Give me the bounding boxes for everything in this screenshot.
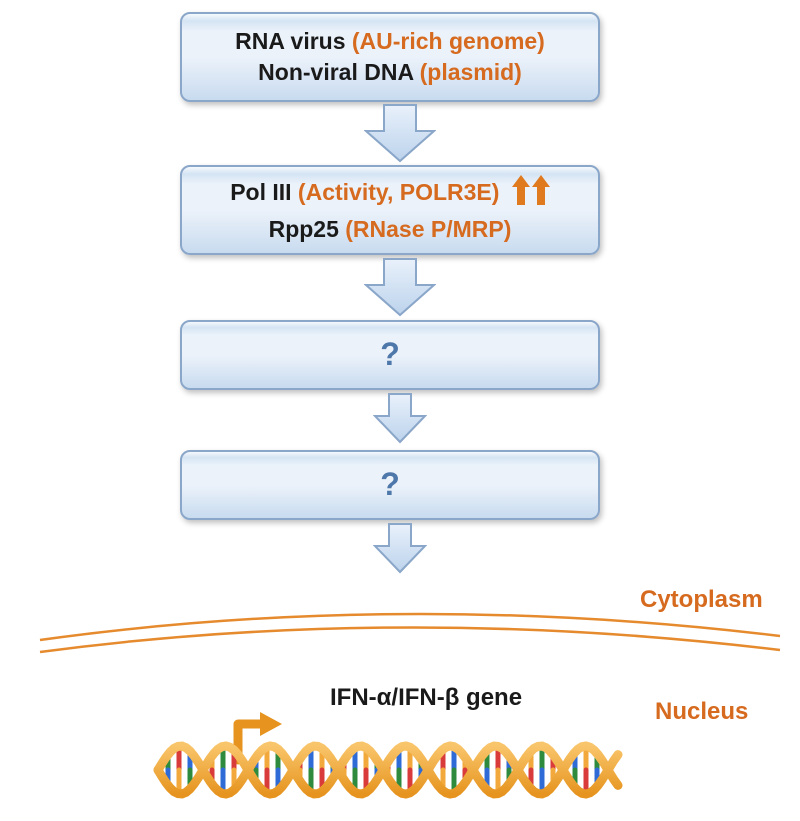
- flow-box-stimulus: RNA virus (AU-rich genome) Non-viral DNA…: [180, 12, 600, 102]
- text: (Activity, POLR3E): [298, 180, 500, 206]
- flow-arrow-3: [373, 392, 427, 449]
- label-gene: IFN-α/IFN-β gene: [330, 684, 522, 712]
- text: Non-viral DNA: [258, 59, 419, 85]
- text: (plasmid): [420, 59, 522, 85]
- box2-line2: Rpp25 (RNase P/MRP): [269, 214, 512, 245]
- label-nucleus: Nucleus: [655, 698, 748, 726]
- text: Pol III: [230, 180, 298, 206]
- flow-box-unknown-2: ?: [180, 450, 600, 520]
- flow-arrow-2: [364, 257, 436, 322]
- box2-line1: Pol III (Activity, POLR3E): [230, 175, 550, 213]
- flow-arrow-4: [373, 522, 427, 579]
- up-arrows-icon: [512, 175, 550, 213]
- text: (AU-rich genome): [352, 28, 545, 54]
- flow-box-unknown-1: ?: [180, 320, 600, 390]
- box3-line: ?: [380, 333, 400, 376]
- label-cytoplasm: Cytoplasm: [640, 586, 763, 614]
- flow-arrow-1: [364, 103, 436, 168]
- box1-line2: Non-viral DNA (plasmid): [258, 57, 522, 88]
- text: (RNase P/MRP): [345, 216, 511, 242]
- text: RNA virus: [235, 28, 352, 54]
- dna-helix: [148, 710, 628, 810]
- question-mark-icon: ?: [380, 466, 400, 502]
- text: Rpp25: [269, 216, 346, 242]
- question-mark-icon: ?: [380, 336, 400, 372]
- box4-line: ?: [380, 463, 400, 506]
- box1-line1: RNA virus (AU-rich genome): [235, 26, 545, 57]
- flow-box-pol3-rpp25: Pol III (Activity, POLR3E) Rpp25 (RNase …: [180, 165, 600, 255]
